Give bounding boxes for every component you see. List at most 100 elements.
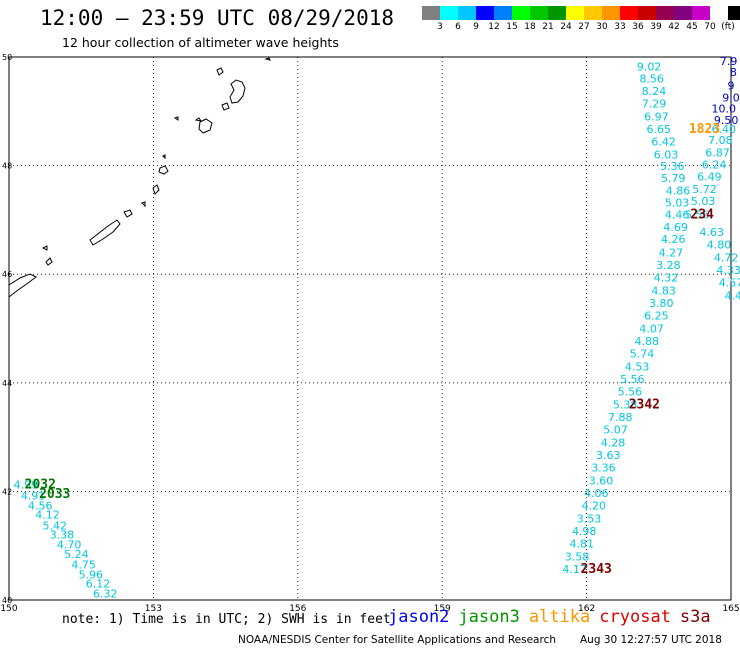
coastline xyxy=(216,67,224,76)
colorbar-swatch xyxy=(674,6,692,20)
wave-height-value: 3.58 xyxy=(565,550,590,563)
coastline xyxy=(89,219,121,246)
wave-height-value: 6.12 xyxy=(86,578,111,591)
wave-height-value: 6.49 xyxy=(697,170,722,183)
wave-height-value: 6.25 xyxy=(644,309,669,322)
wave-height-value: 4.63 xyxy=(699,226,724,239)
page-title: 12:00 — 23:59 UTC 08/29/2018 xyxy=(40,6,395,30)
wave-height-value: 3.28 xyxy=(656,259,681,272)
wave-height-value: 4.32 xyxy=(654,271,679,284)
lat-tick-label: 42 xyxy=(2,487,12,496)
wave-height-value: 6.32 xyxy=(93,587,118,600)
lat-tick-label: 50 xyxy=(2,53,12,62)
pass-time-label: 2032 xyxy=(25,478,56,493)
colorbar-label: 36 xyxy=(632,22,644,32)
colorbar-label: 33 xyxy=(614,22,626,32)
coastline xyxy=(152,184,160,195)
wave-height-value: 4.33 xyxy=(716,264,740,277)
wave-height-value: 4.57 xyxy=(719,277,740,290)
colorbar-label: 9 xyxy=(473,22,479,32)
lat-tick-label: 40 xyxy=(2,596,12,605)
wave-height-value: 3.36 xyxy=(591,461,616,474)
lon-tick-label: 162 xyxy=(578,604,595,614)
lat-tick-label: 46 xyxy=(2,270,12,279)
colorbar-swatch xyxy=(458,6,476,20)
colorbar-label: 70 xyxy=(704,22,716,32)
colorbar-swatch xyxy=(548,6,566,20)
wave-height-value: 4.72 xyxy=(714,252,739,265)
wave-height-value: 5.56 xyxy=(685,208,710,221)
wave-height-value: 4.98 xyxy=(572,525,597,538)
colorbar-swatch xyxy=(512,6,530,20)
pass-time-label: 234 xyxy=(690,207,714,222)
coastline xyxy=(41,245,48,251)
wave-height-value: 4.46 xyxy=(665,208,690,221)
wave-height-value: 3.53 xyxy=(577,512,602,525)
wave-height-value: 4.20 xyxy=(582,499,607,512)
wave-height-value: 4.99 xyxy=(14,479,39,492)
wave-height-value: 5.03 xyxy=(665,196,690,209)
wave-height-value: 6.87 xyxy=(705,146,730,159)
colorbar-swatch xyxy=(602,6,620,20)
wave-height-value: 5.96 xyxy=(79,568,104,581)
coastline xyxy=(229,79,246,104)
wave-height-value: 5.07 xyxy=(603,423,628,436)
wave-height-value: 9 xyxy=(728,80,735,93)
wave-height-value: 3.63 xyxy=(596,449,621,462)
wave-height-value: 4.91 xyxy=(21,490,46,503)
colorbar-label: 45 xyxy=(686,22,698,32)
wave-height-value: 7.29 xyxy=(642,97,667,110)
wave-height-value: 4.81 xyxy=(570,537,595,550)
colorbar-swatch xyxy=(638,6,656,20)
wave-height-value: 5.72 xyxy=(692,183,717,196)
wave-height-value: 5.38 xyxy=(613,398,638,411)
pass-time-label: 2033 xyxy=(39,487,70,502)
colorbar-swatch xyxy=(584,6,602,20)
pass-time-label: 1823 xyxy=(689,122,720,137)
satellite-legend-item: jason3 xyxy=(458,607,520,627)
wave-height-value: 6.40 xyxy=(712,123,737,136)
lon-tick-label: 165 xyxy=(722,604,739,614)
wave-height-value: 9.0 xyxy=(722,92,740,105)
colorbar-swatch xyxy=(440,6,458,20)
colorbar-swatch xyxy=(566,6,584,20)
wave-height-value: 10.0 xyxy=(712,102,737,115)
wave-height-colorbar xyxy=(422,6,740,20)
wave-height-value: 6.03 xyxy=(654,149,679,162)
wave-height-value: 8 xyxy=(730,66,737,79)
colorbar-label: 39 xyxy=(650,22,662,32)
wave-height-value: 7.88 xyxy=(608,411,633,424)
wave-height-value: 6.24 xyxy=(702,158,727,171)
colorbar-swatch xyxy=(728,6,740,20)
colorbar-label: 3 xyxy=(437,22,443,32)
colorbar-swatch xyxy=(656,6,674,20)
lon-tick-label: 156 xyxy=(289,604,306,614)
lon-tick-label: 150 xyxy=(0,604,17,614)
coastline xyxy=(8,273,37,299)
wave-height-value: 9.02 xyxy=(637,61,662,74)
wave-height-value: 4.4 xyxy=(725,290,740,303)
wave-height-value: 4.07 xyxy=(639,322,664,335)
lat-tick-label: 44 xyxy=(2,379,12,388)
wave-height-value: 4.56 xyxy=(28,499,53,512)
pass-time-label: 2343 xyxy=(581,562,612,577)
wave-height-value: 3.80 xyxy=(649,297,674,310)
wave-height-value: 8.24 xyxy=(642,85,667,98)
lon-tick-label: 153 xyxy=(145,604,162,614)
wave-height-value: 4.12 xyxy=(35,509,60,522)
wave-height-value: 6.42 xyxy=(651,136,676,149)
wave-height-value: 4.06 xyxy=(584,487,609,500)
colorbar-label: 18 xyxy=(524,22,536,32)
wave-height-value: 4.28 xyxy=(601,436,626,449)
wave-height-value: 5.24 xyxy=(64,548,89,561)
lat-tick-label: 48 xyxy=(2,162,12,171)
colorbar-label: 30 xyxy=(596,22,608,32)
satellite-legend: jason2 jason3 altika cryosat s3a xyxy=(388,607,720,627)
satellite-legend-item: altika xyxy=(528,607,591,627)
wave-height-value: 6.65 xyxy=(647,123,672,136)
wave-height-value: 4.17 xyxy=(562,563,587,576)
coastline xyxy=(158,165,169,175)
satellite-legend-item: cryosat xyxy=(599,607,671,627)
wave-height-value: 4.53 xyxy=(625,360,650,373)
wave-height-value: 4.80 xyxy=(707,239,732,252)
